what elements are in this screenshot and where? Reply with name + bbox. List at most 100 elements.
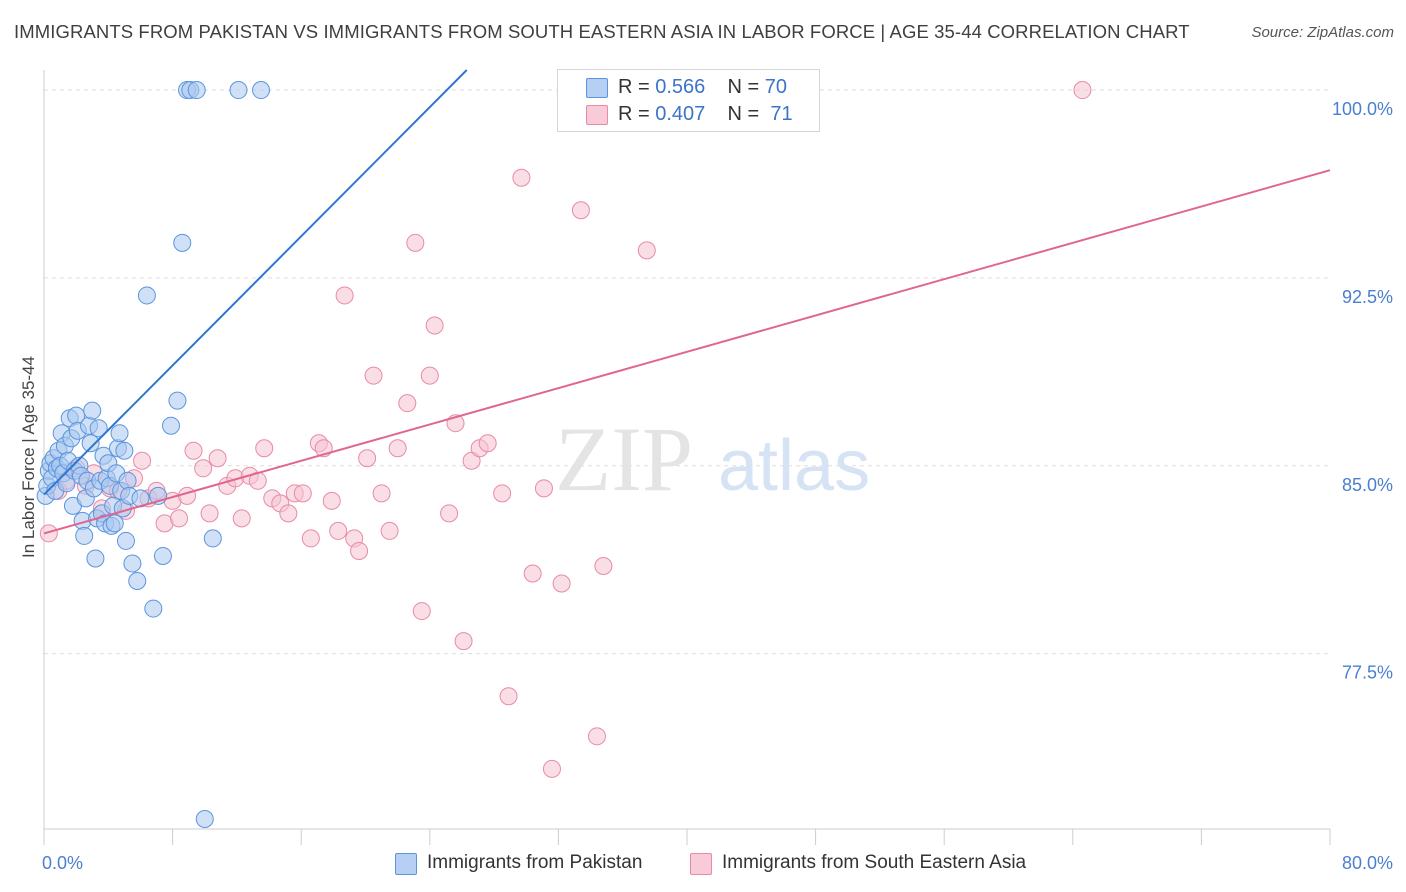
data-point-south-eastern-asia [594, 556, 613, 575]
data-point-south-eastern-asia [194, 459, 213, 478]
data-point-pakistan [144, 599, 163, 618]
legend-n-label: N = [727, 103, 760, 125]
data-point-pakistan [86, 549, 105, 568]
data-point-south-eastern-asia [133, 451, 152, 470]
data-point-south-eastern-asia [398, 394, 417, 413]
legend-swatch-south-eastern-asia [586, 105, 608, 125]
data-point-south-eastern-asia [184, 441, 203, 460]
data-point-south-eastern-asia [335, 286, 354, 305]
data-point-south-eastern-asia [454, 632, 473, 651]
series-pakistan-points [36, 81, 271, 828]
data-point-south-eastern-asia [255, 439, 274, 458]
bottom-legend-swatch-pakistan [395, 853, 417, 875]
y-tick-label: 77.5% [1342, 663, 1393, 683]
data-point-pakistan [128, 572, 147, 591]
data-point-south-eastern-asia [293, 484, 312, 503]
data-point-pakistan [115, 441, 134, 460]
source-credit: Source: ZipAtlas.com [1251, 24, 1394, 41]
data-point-south-eastern-asia [208, 449, 227, 468]
watermark-zip: ZIP [555, 408, 693, 510]
data-point-south-eastern-asia [301, 529, 320, 548]
legend-r-label: R = [618, 103, 650, 125]
y-tick-label: 100.0% [1332, 99, 1393, 119]
data-point-pakistan [118, 471, 137, 490]
gridlines [44, 89, 1330, 655]
data-point-pakistan [203, 529, 222, 548]
data-point-south-eastern-asia [542, 759, 561, 778]
data-point-south-eastern-asia [364, 366, 383, 385]
data-point-pakistan [81, 434, 100, 453]
data-point-south-eastern-asia [358, 449, 377, 468]
data-point-south-eastern-asia [412, 602, 431, 621]
data-point-pakistan [89, 419, 108, 438]
correlation-legend: R = 0.566 N = 70 R = 0.407 N = 71 [557, 69, 820, 132]
data-point-south-eastern-asia [279, 504, 298, 523]
data-point-pakistan [229, 81, 248, 100]
data-point-south-eastern-asia [420, 366, 439, 385]
bottom-legend-pakistan: Immigrants from Pakistan [395, 852, 685, 876]
bottom-legend-south-eastern-asia: Immigrants from South Eastern Asia [690, 852, 1070, 876]
chart-title: IMMIGRANTS FROM PAKISTAN VS IMMIGRANTS F… [14, 21, 1190, 42]
data-point-south-eastern-asia [478, 434, 497, 453]
data-point-pakistan [195, 809, 214, 828]
legend-r-value: 0.407 [655, 103, 706, 125]
data-point-south-eastern-asia [322, 491, 341, 510]
data-point-south-eastern-asia [523, 564, 542, 583]
watermark: ZIP atlas [555, 408, 870, 510]
data-point-pakistan [83, 401, 102, 420]
data-point-south-eastern-asia [425, 316, 444, 335]
legend-row-south-eastern-asia: R = 0.407 N = 71 [558, 102, 819, 128]
data-point-pakistan [123, 554, 142, 573]
legend-text-pakistan: R = 0.566 N = 70 [618, 76, 787, 99]
data-point-south-eastern-asia [388, 439, 407, 458]
legend-n-value: 71 [770, 103, 793, 125]
legend-n-value: 70 [764, 76, 788, 98]
data-point-pakistan [153, 546, 172, 565]
data-point-pakistan [116, 531, 135, 550]
trendline-south-eastern-asia [43, 169, 1331, 535]
data-point-south-eastern-asia [637, 241, 656, 260]
data-point-pakistan [168, 391, 187, 410]
data-point-south-eastern-asia [39, 524, 58, 543]
data-point-pakistan [173, 233, 192, 252]
data-point-pakistan [137, 286, 156, 305]
bottom-legend-label-pakistan: Immigrants from Pakistan [427, 852, 643, 873]
data-point-south-eastern-asia [406, 233, 425, 252]
y-tick-label: 85.0% [1342, 475, 1393, 495]
tick-labels: 77.5% 85.0% 92.5% 100.0% 0.0% 80.0% [42, 99, 1393, 873]
bottom-legend-swatch-south-eastern-asia [690, 853, 712, 875]
data-point-pakistan [252, 81, 271, 100]
legend-r-value: 0.566 [655, 76, 706, 98]
data-point-pakistan [161, 416, 180, 435]
data-point-south-eastern-asia [552, 574, 571, 593]
data-point-pakistan [105, 514, 124, 533]
trendlines [43, 69, 1331, 535]
data-point-pakistan [75, 526, 94, 545]
x-tick-label: 0.0% [42, 853, 83, 873]
axes [43, 70, 1331, 845]
data-point-south-eastern-asia [200, 504, 219, 523]
data-point-south-eastern-asia [493, 484, 512, 503]
data-point-pakistan [110, 424, 129, 443]
data-point-south-eastern-asia [170, 509, 189, 528]
x-tick-label: 80.0% [1342, 853, 1393, 873]
data-point-south-eastern-asia [499, 687, 518, 706]
bottom-legend-label-south-eastern-asia: Immigrants from South Eastern Asia [722, 852, 1027, 873]
trendline-pakistan [43, 69, 468, 496]
legend-n-label: N = [727, 76, 760, 98]
data-point-south-eastern-asia [512, 168, 531, 187]
legend-row-pakistan: R = 0.566 N = 70 [558, 75, 819, 101]
legend-r-label: R = [618, 76, 650, 98]
watermark-atlas: atlas [718, 426, 870, 506]
data-point-south-eastern-asia [178, 486, 197, 505]
legend-text-south-eastern-asia: R = 0.407 N = 71 [618, 103, 793, 126]
data-point-south-eastern-asia [587, 727, 606, 746]
data-point-south-eastern-asia [380, 521, 399, 540]
data-point-pakistan [187, 81, 206, 100]
data-point-south-eastern-asia [350, 541, 369, 560]
legend-swatch-pakistan [586, 78, 608, 98]
data-point-south-eastern-asia [571, 201, 590, 220]
data-point-south-eastern-asia [372, 484, 391, 503]
data-point-south-eastern-asia [534, 479, 553, 498]
